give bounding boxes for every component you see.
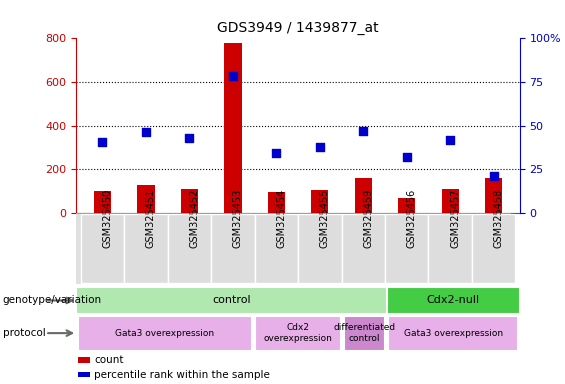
Bar <box>268 192 285 213</box>
Point <box>446 137 455 143</box>
Point <box>228 73 237 79</box>
Bar <box>211 214 255 283</box>
Text: GSM325455: GSM325455 <box>320 189 330 248</box>
Bar <box>311 190 328 213</box>
Bar <box>298 214 341 283</box>
Title: GDS3949 / 1439877_at: GDS3949 / 1439877_at <box>217 21 379 35</box>
Bar <box>181 189 198 213</box>
Bar <box>388 316 519 351</box>
Text: control: control <box>212 295 251 306</box>
Text: Cdx2
overexpression: Cdx2 overexpression <box>264 323 332 343</box>
Bar <box>224 43 241 213</box>
Text: GSM325451: GSM325451 <box>146 189 156 248</box>
Bar <box>76 286 387 314</box>
Point <box>489 173 498 179</box>
Bar <box>77 316 253 351</box>
Text: protocol: protocol <box>3 328 46 338</box>
Bar <box>398 198 415 213</box>
Text: GSM325452: GSM325452 <box>189 189 199 248</box>
Text: GSM325454: GSM325454 <box>276 189 286 248</box>
Point <box>402 154 411 161</box>
Point <box>141 129 150 136</box>
Text: GSM325457: GSM325457 <box>450 189 460 248</box>
Text: percentile rank within the sample: percentile rank within the sample <box>94 370 270 380</box>
Text: genotype/variation: genotype/variation <box>3 295 102 306</box>
Bar <box>472 214 515 283</box>
Bar <box>79 357 90 363</box>
Text: GSM325450: GSM325450 <box>102 189 112 248</box>
Bar <box>428 214 472 283</box>
Bar <box>255 214 298 283</box>
Text: GSM325459: GSM325459 <box>363 189 373 248</box>
Bar <box>387 286 520 314</box>
Text: GSM325458: GSM325458 <box>494 189 504 248</box>
Bar <box>255 316 341 351</box>
Point <box>98 139 107 145</box>
Bar <box>341 214 385 283</box>
Bar <box>485 178 502 213</box>
Bar <box>81 214 124 283</box>
Point <box>272 150 281 156</box>
Bar <box>168 214 211 283</box>
Bar <box>79 372 90 377</box>
Bar <box>441 189 459 213</box>
Text: Gata3 overexpression: Gata3 overexpression <box>404 329 503 338</box>
Text: Cdx2-null: Cdx2-null <box>427 295 480 306</box>
Text: GSM325453: GSM325453 <box>233 189 243 248</box>
Bar <box>344 316 385 351</box>
Bar <box>355 178 372 213</box>
Text: GSM325456: GSM325456 <box>407 189 417 248</box>
Text: count: count <box>94 356 124 366</box>
Text: differentiated
control: differentiated control <box>333 323 395 343</box>
Bar <box>124 214 168 283</box>
Bar <box>94 191 111 213</box>
Bar <box>385 214 428 283</box>
Bar <box>137 185 155 213</box>
Point <box>359 128 368 134</box>
Point <box>315 144 324 150</box>
Point <box>185 135 194 141</box>
Text: Gata3 overexpression: Gata3 overexpression <box>115 329 215 338</box>
